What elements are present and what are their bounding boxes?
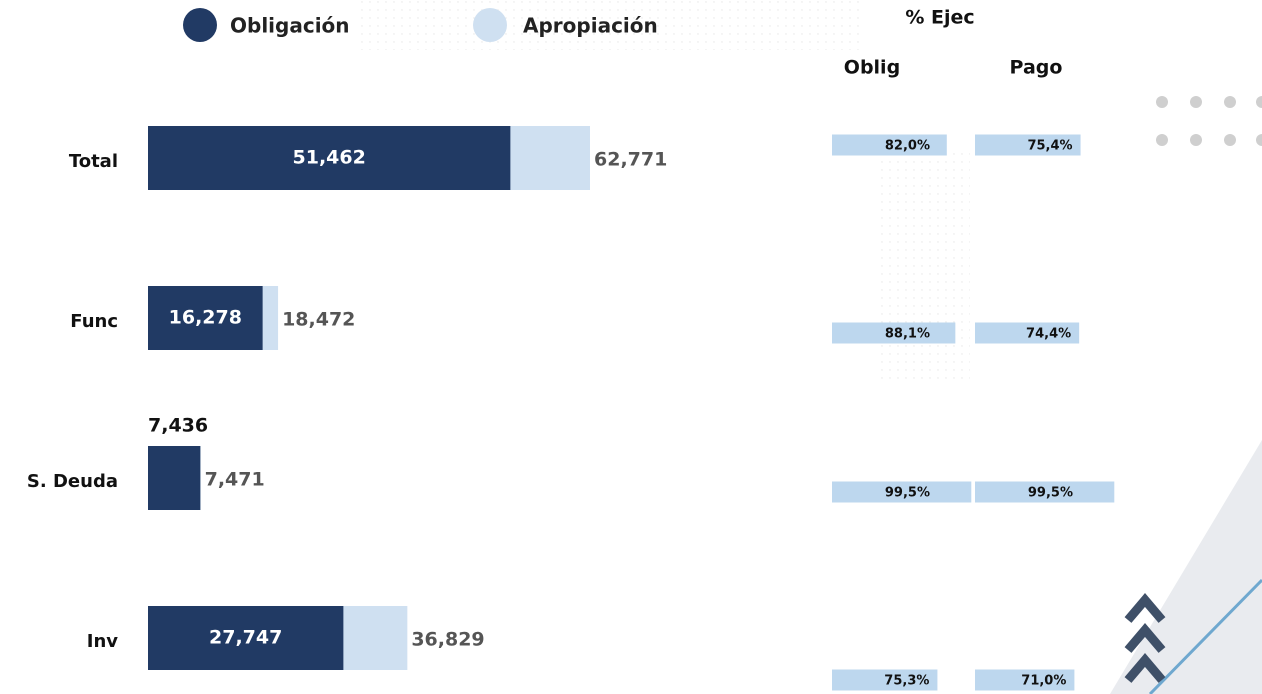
pct-label: 88,1% <box>885 327 930 342</box>
column-header: Pago <box>1010 57 1063 79</box>
value-label: 27,747 <box>209 627 282 649</box>
pct-label: 75,4% <box>1027 139 1072 154</box>
legend-swatch <box>183 8 217 42</box>
dot-decoration <box>1156 96 1262 146</box>
legend-swatch <box>473 8 507 42</box>
category-label: Total <box>69 151 118 172</box>
pct-label: 75,3% <box>884 674 929 689</box>
bar <box>148 606 344 670</box>
pct-bar <box>975 322 1080 344</box>
pct-bar <box>975 481 1115 503</box>
column-header: Oblig <box>844 57 900 79</box>
chart-title: % Ejec <box>905 7 974 29</box>
value-label: 18,472 <box>282 309 355 331</box>
value-label: 16,278 <box>169 307 242 329</box>
dot-pattern <box>360 0 860 50</box>
value-label: 7,471 <box>205 469 265 491</box>
bar <box>148 286 263 350</box>
pct-bar <box>832 669 938 691</box>
pct-label: 74,4% <box>1026 327 1071 342</box>
pct-label: 99,5% <box>885 486 930 501</box>
legend-label: Apropiación <box>523 14 658 38</box>
value-label: 7,436 <box>148 415 208 437</box>
value-label: 51,462 <box>293 147 366 169</box>
value-label: 36,829 <box>411 629 484 651</box>
pct-bar <box>975 134 1081 156</box>
value-label: 62,771 <box>594 149 667 171</box>
pct-label: 71,0% <box>1021 674 1066 689</box>
legend-label: Obligación <box>230 14 350 38</box>
pct-label: 99,5% <box>1028 486 1073 501</box>
pct-bar <box>832 134 947 156</box>
corner-line <box>1148 578 1262 694</box>
pct-bar <box>975 669 1075 691</box>
pct-bar <box>832 322 956 344</box>
bar <box>148 126 511 190</box>
category-label: S. Deuda <box>27 471 118 492</box>
pct-label: 82,0% <box>885 139 930 154</box>
pct-bar <box>832 481 972 503</box>
bar <box>148 446 201 510</box>
category-label: Inv <box>87 631 119 652</box>
dot-pattern <box>880 150 970 380</box>
category-label: Func <box>70 311 118 332</box>
chevrons <box>1124 593 1166 683</box>
